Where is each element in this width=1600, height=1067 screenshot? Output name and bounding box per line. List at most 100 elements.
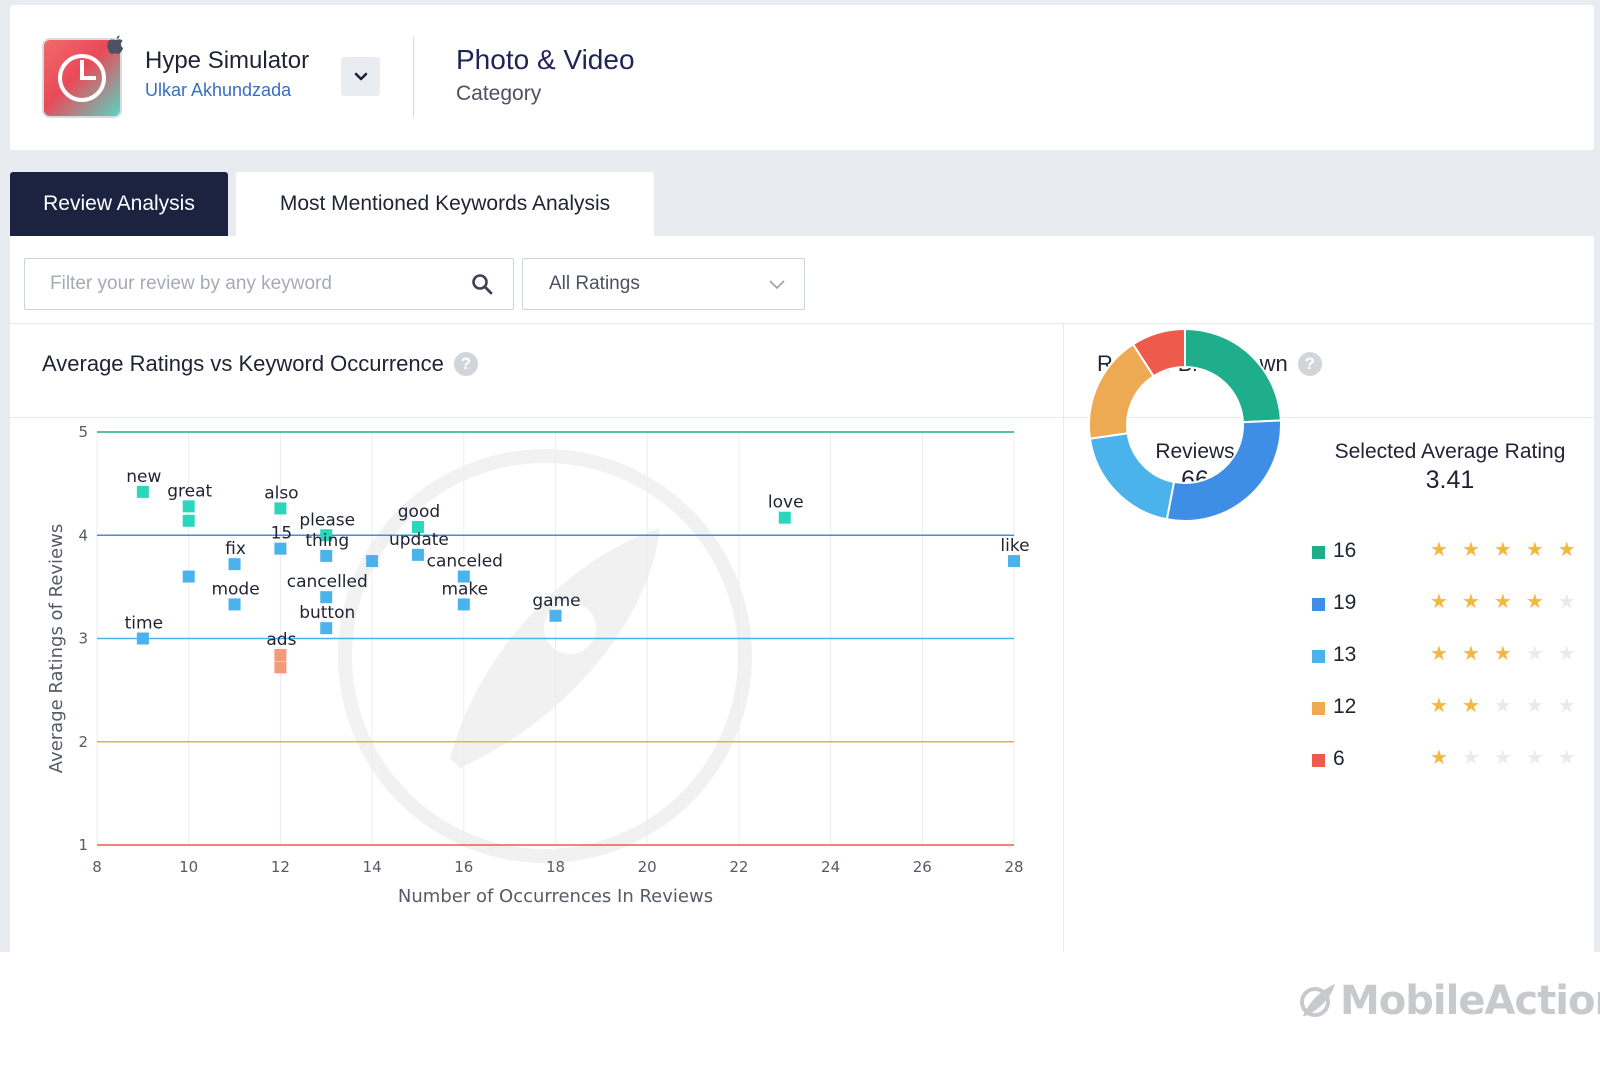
scatter-point[interactable] <box>228 558 241 571</box>
x-tick-label: 26 <box>913 858 932 876</box>
point-label: like <box>1000 536 1029 556</box>
star-icon: ★ <box>1525 745 1558 769</box>
star-icon: ★ <box>1430 641 1462 665</box>
legend-row[interactable]: 13 ★★★★★ <box>1312 641 1582 671</box>
category-name: Photo & Video <box>456 44 635 75</box>
point-label: game <box>532 591 580 611</box>
donut-slice[interactable] <box>1165 419 1282 522</box>
star-rating: ★★★★★ <box>1430 693 1590 717</box>
x-tick-label: 22 <box>729 858 748 876</box>
x-tick-label: 10 <box>179 858 198 876</box>
help-icon[interactable]: ? <box>1297 352 1322 376</box>
star-icon: ★ <box>1557 693 1590 717</box>
donut-slice[interactable] <box>1184 327 1282 424</box>
scatter-point[interactable] <box>778 511 791 524</box>
point-label: make <box>441 579 488 599</box>
app-icon[interactable] <box>42 38 122 118</box>
point-label: canceled <box>427 552 503 572</box>
legend-swatch <box>1312 598 1325 611</box>
scatter-point[interactable] <box>457 598 470 611</box>
x-tick-label: 8 <box>92 858 102 876</box>
star-icon: ★ <box>1557 641 1590 665</box>
scatter-point[interactable] <box>228 598 241 611</box>
scatter-point[interactable] <box>136 485 149 498</box>
scatter-point[interactable] <box>182 570 195 583</box>
search-icon[interactable] <box>470 272 494 296</box>
scatter-point[interactable] <box>1008 555 1020 568</box>
rating-filter-select[interactable]: All Ratings <box>522 258 805 310</box>
point-label: please <box>299 510 355 530</box>
legend-count: 13 <box>1333 643 1357 666</box>
point-label: also <box>264 483 298 503</box>
donut-slice[interactable] <box>1131 327 1186 378</box>
star-rating: ★★★★★ <box>1430 537 1590 561</box>
legend-row[interactable]: 6 ★★★★★ <box>1312 745 1582 775</box>
tab-review-analysis[interactable]: Review Analysis <box>10 172 228 236</box>
legend-count: 12 <box>1333 695 1357 718</box>
legend-swatch <box>1312 754 1325 767</box>
header-divider <box>413 37 414 117</box>
scatter-point[interactable] <box>366 555 379 568</box>
scatter-point[interactable] <box>274 542 287 555</box>
point-label: fix <box>225 539 246 559</box>
chevron-down-icon <box>354 72 367 80</box>
app-name: Hype Simulator <box>145 47 310 74</box>
star-icon: ★ <box>1493 537 1526 561</box>
scatter-point[interactable] <box>182 500 195 513</box>
point-label: button <box>299 603 355 623</box>
scatter-title: Average Ratings vs Keyword Occurrence ? <box>42 351 478 377</box>
scatter-point[interactable] <box>320 591 333 604</box>
title-row-divider <box>10 417 1594 418</box>
star-icon: ★ <box>1493 745 1526 769</box>
scatter-point[interactable] <box>274 502 287 515</box>
y-axis-title: Average Ratings of Reviews <box>46 524 67 773</box>
legend-row[interactable]: 12 ★★★★★ <box>1312 693 1582 723</box>
y-tick-label: 3 <box>78 630 88 648</box>
scatter-point[interactable] <box>182 514 195 527</box>
y-tick-label: 4 <box>78 526 88 544</box>
point-label: update <box>389 530 449 550</box>
point-label: new <box>126 467 161 487</box>
scatter-point[interactable] <box>320 549 333 562</box>
scatter-point[interactable] <box>457 570 470 583</box>
star-icon: ★ <box>1525 641 1558 665</box>
avg-rating-label: Selected Average Rating <box>1334 440 1566 463</box>
app-switcher-button[interactable] <box>341 57 380 96</box>
star-icon: ★ <box>1493 693 1526 717</box>
review-analysis-panel: All Ratings Average Ratings vs Keyword O… <box>10 236 1594 952</box>
star-icon: ★ <box>1430 589 1462 613</box>
search-box <box>24 258 514 310</box>
y-tick-label: 5 <box>78 423 88 441</box>
donut-slice[interactable] <box>1088 432 1176 521</box>
developer-link[interactable]: Ulkar Akhundzada <box>145 80 292 100</box>
scatter-point[interactable] <box>320 529 333 542</box>
x-tick-label: 16 <box>454 858 473 876</box>
x-axis-title: Number of Occurrences In Reviews <box>398 886 713 907</box>
search-input[interactable] <box>26 260 446 308</box>
point-label: 15 <box>271 524 293 544</box>
scatter-point[interactable] <box>274 661 287 674</box>
scatter-point[interactable] <box>411 520 424 533</box>
legend-row[interactable]: 16 ★★★★★ <box>1312 537 1582 567</box>
star-icon: ★ <box>1461 537 1494 561</box>
star-icon: ★ <box>1525 589 1558 613</box>
chevron-down-icon <box>769 280 785 290</box>
scatter-point[interactable] <box>274 649 287 662</box>
tab-keywords-analysis[interactable]: Most Mentioned Keywords Analysis <box>236 172 654 236</box>
legend-row[interactable]: 19 ★★★★★ <box>1312 589 1582 619</box>
scatter-point[interactable] <box>411 548 424 561</box>
star-icon: ★ <box>1493 589 1526 613</box>
star-icon: ★ <box>1557 589 1590 613</box>
legend-swatch <box>1312 650 1325 663</box>
scatter-point[interactable] <box>136 632 149 645</box>
help-icon[interactable]: ? <box>453 352 478 376</box>
star-icon: ★ <box>1430 537 1462 561</box>
scatter-point[interactable] <box>320 622 333 635</box>
scatter-point[interactable] <box>549 609 562 622</box>
brand-name: MobileAction <box>1340 978 1600 1024</box>
category-label: Category <box>456 82 542 105</box>
point-label: ads <box>266 630 296 650</box>
star-icon: ★ <box>1525 693 1558 717</box>
rating-filter-value: All Ratings <box>549 273 640 294</box>
